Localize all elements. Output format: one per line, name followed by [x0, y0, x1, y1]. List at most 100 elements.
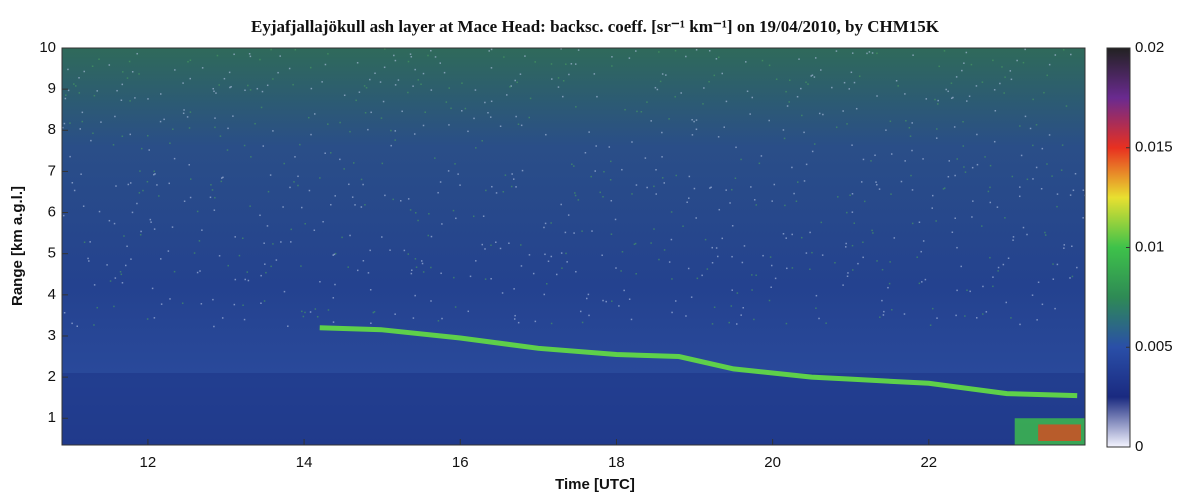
noise	[952, 96, 954, 99]
noise	[1065, 105, 1068, 107]
low-aerosol-core	[1038, 424, 1081, 441]
noise	[151, 287, 154, 290]
noise	[811, 251, 813, 254]
noise	[109, 280, 112, 282]
noise	[931, 194, 934, 197]
noise	[524, 55, 526, 57]
noise	[499, 125, 502, 128]
noise	[687, 267, 690, 270]
noise	[630, 318, 633, 321]
noise	[653, 228, 655, 230]
noise	[96, 306, 98, 309]
noise	[564, 231, 567, 234]
noise	[1046, 163, 1048, 165]
noise	[685, 315, 687, 317]
noise	[981, 81, 984, 83]
noise	[618, 305, 620, 307]
noise	[750, 186, 752, 188]
noise	[718, 56, 720, 59]
noise	[989, 164, 992, 167]
noise	[230, 85, 232, 88]
noise	[238, 254, 241, 257]
noise	[964, 315, 966, 317]
noise	[63, 312, 66, 314]
noise	[891, 308, 893, 311]
noise	[91, 65, 94, 68]
noise	[965, 51, 968, 54]
noise	[211, 189, 214, 191]
noise	[394, 313, 396, 315]
noise	[631, 141, 633, 143]
noise	[770, 286, 772, 289]
noise	[129, 100, 131, 102]
noise	[674, 300, 677, 302]
colorbar-tick-label: 0.02	[1135, 39, 1164, 56]
noise	[611, 56, 613, 58]
noise	[461, 82, 463, 84]
noise	[882, 314, 885, 316]
noise	[956, 158, 958, 160]
noise	[851, 269, 854, 271]
noise	[384, 194, 386, 197]
noise	[148, 149, 150, 151]
noise	[831, 86, 833, 89]
noise	[234, 236, 236, 238]
noise	[966, 100, 968, 102]
noise	[870, 160, 872, 162]
noise	[1007, 257, 1010, 259]
noise	[422, 271, 425, 273]
noise	[189, 178, 192, 180]
noise	[876, 183, 878, 186]
noise	[811, 150, 814, 153]
noise	[1040, 188, 1043, 190]
noise	[189, 77, 192, 80]
noise	[186, 116, 189, 118]
noise	[992, 285, 994, 288]
noise	[691, 119, 693, 121]
noise	[214, 196, 216, 199]
noise	[857, 262, 859, 265]
noise	[574, 63, 577, 65]
noise	[791, 233, 793, 236]
noise	[147, 98, 149, 100]
noise	[249, 55, 252, 58]
noise	[373, 311, 376, 313]
noise	[864, 200, 866, 203]
noise	[994, 110, 997, 112]
noise	[997, 270, 999, 272]
noise	[550, 322, 553, 325]
noise	[878, 188, 881, 190]
noise	[596, 95, 598, 98]
noise	[314, 113, 316, 115]
noise	[1069, 194, 1072, 196]
noise	[661, 156, 663, 158]
noise	[680, 92, 682, 94]
noise	[464, 107, 467, 110]
noise	[706, 268, 709, 270]
noise	[473, 117, 475, 120]
noise	[216, 54, 219, 57]
noise	[516, 81, 518, 84]
noise	[294, 156, 296, 158]
noise	[601, 254, 603, 257]
noise	[921, 281, 923, 283]
noise	[820, 69, 822, 71]
noise	[299, 143, 301, 146]
noise	[512, 178, 515, 180]
noise	[964, 171, 967, 173]
noise	[818, 112, 821, 115]
noise	[557, 77, 560, 79]
noise	[364, 204, 366, 206]
noise	[356, 62, 359, 64]
noise	[209, 196, 212, 199]
noise	[579, 310, 582, 313]
noise	[1074, 172, 1077, 175]
noise	[916, 256, 918, 258]
noise	[573, 165, 575, 167]
noise	[895, 79, 898, 82]
noise	[960, 265, 962, 268]
noise	[362, 183, 364, 186]
noise	[67, 89, 70, 92]
noise	[935, 137, 938, 139]
noise	[181, 302, 184, 304]
